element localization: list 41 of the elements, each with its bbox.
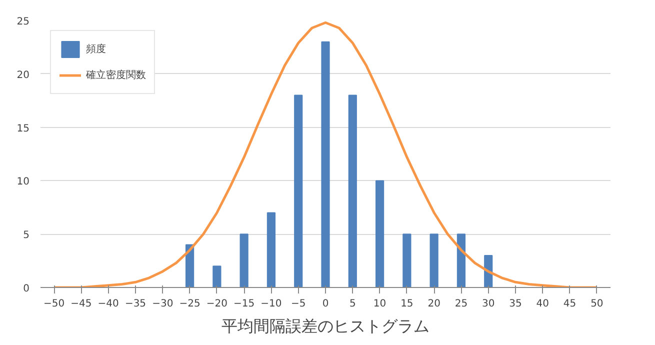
y-tick-label: 25 — [16, 16, 30, 28]
bar — [294, 94, 303, 288]
y-tick-label: 20 — [16, 70, 30, 81]
bar — [375, 180, 384, 288]
x-tick-label: −20 — [206, 298, 228, 310]
legend-label: 確立密度関数 — [86, 68, 146, 82]
x-tick-label: 0 — [322, 298, 329, 310]
x-tick-label: −50 — [44, 298, 65, 310]
x-tick-label: −10 — [260, 298, 282, 310]
x-tick-label: 30 — [482, 298, 495, 310]
bar — [456, 234, 466, 288]
text: 平均間隔誤差のヒストグラム — [222, 316, 430, 336]
x-tick-label: −25 — [179, 298, 200, 310]
bar — [266, 212, 276, 288]
y-tick-label: 5 — [23, 230, 30, 242]
x-tick-label: −45 — [70, 298, 92, 310]
bar — [402, 234, 412, 288]
x-tick-label: 50 — [590, 298, 604, 310]
x-tick-label: 5 — [349, 298, 356, 310]
x-tick-label: −15 — [234, 298, 255, 310]
bar — [321, 41, 330, 288]
x-tick-label: 45 — [563, 298, 576, 310]
x-tick-label: −35 — [124, 298, 146, 310]
line-series — [52, 21, 598, 288]
y-tick-label: 0 — [23, 284, 30, 294]
x-tick-label: 35 — [509, 298, 522, 310]
x-tick-label: −40 — [98, 298, 119, 310]
y-tick-label: 10 — [16, 176, 30, 188]
bar — [240, 234, 248, 288]
x-tick-label: 10 — [373, 298, 386, 310]
bar — [348, 94, 357, 288]
legend-label: 頻度 — [86, 42, 106, 56]
bar — [212, 266, 222, 288]
x-tick-label: −30 — [152, 298, 174, 310]
x-tick-label: 40 — [536, 298, 550, 310]
x-tick-label: 20 — [428, 298, 440, 310]
bar — [430, 234, 438, 288]
x-tick-label: 25 — [454, 298, 468, 310]
x-tick-label: −5 — [290, 298, 306, 310]
y-tick-label: 15 — [16, 123, 30, 134]
x-tick-label: 15 — [400, 298, 414, 310]
